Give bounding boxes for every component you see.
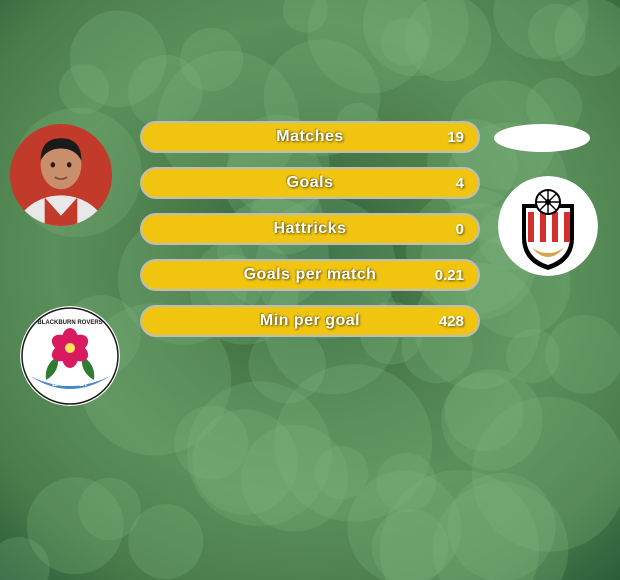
stat-value-right: 0.21 xyxy=(435,267,464,284)
stat-value-right: 4 xyxy=(456,175,464,192)
player1-portrait xyxy=(10,124,112,226)
stat-label: Hattricks xyxy=(142,220,478,238)
stat-bar: Goals4 xyxy=(140,167,480,199)
svg-text:LABOR ET: LABOR ET xyxy=(52,381,89,388)
club1-crest: LABOR ET BLACKBURN ROVERS xyxy=(20,306,120,406)
player2-placeholder xyxy=(494,124,590,152)
stat-label: Min per goal xyxy=(142,312,478,330)
stat-bar: Hattricks0 xyxy=(140,213,480,245)
stat-label: Goals per match xyxy=(142,266,478,284)
svg-text:BLACKBURN ROVERS: BLACKBURN ROVERS xyxy=(37,320,102,326)
stat-bar: Min per goal428 xyxy=(140,305,480,337)
stat-value-right: 19 xyxy=(447,129,464,146)
stat-label: Goals xyxy=(142,174,478,192)
stat-bar: Goals per match0.21 xyxy=(140,259,480,291)
stat-bar: Matches19 xyxy=(140,121,480,153)
club2-crest xyxy=(498,176,598,276)
stat-label: Matches xyxy=(142,128,478,146)
stat-value-right: 0 xyxy=(456,221,464,238)
stat-value-right: 428 xyxy=(439,313,464,330)
